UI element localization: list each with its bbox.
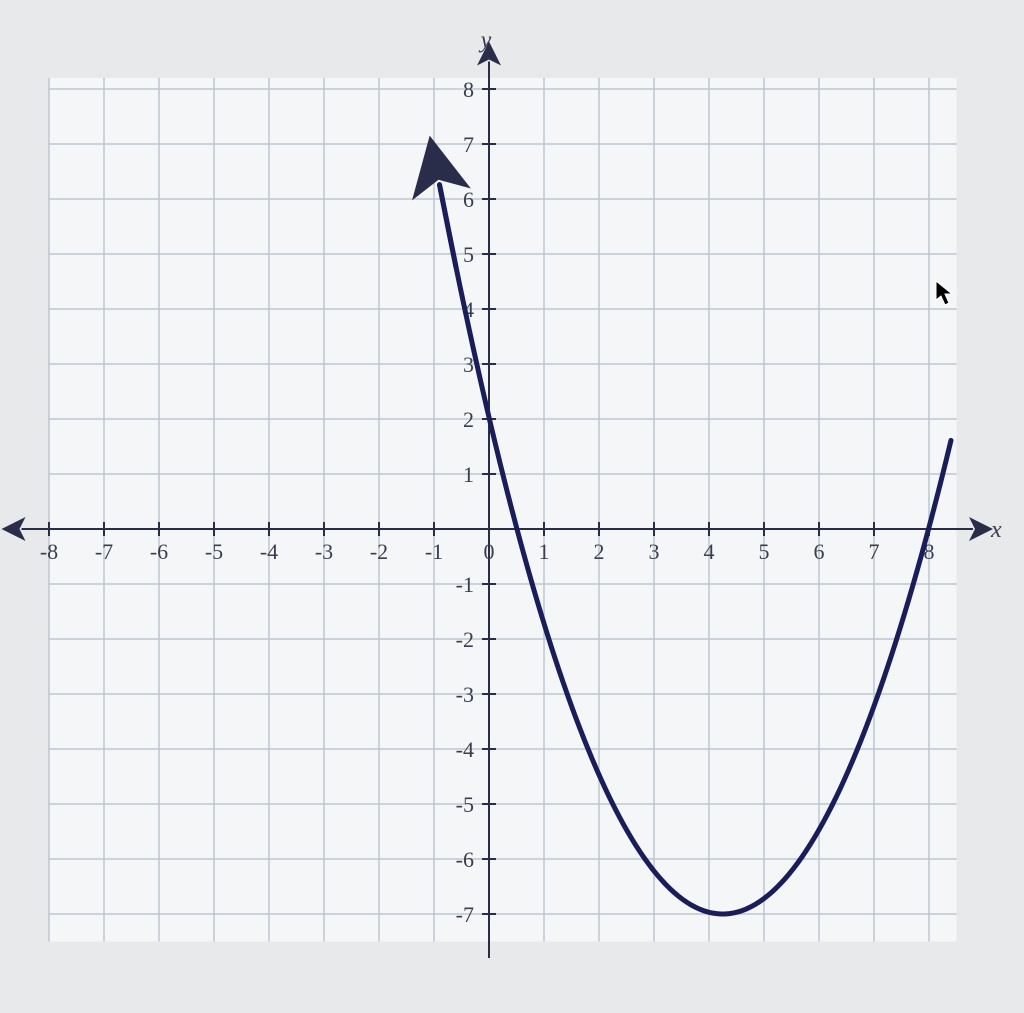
y-tick-label: -7 [456,902,474,927]
y-axis-label: y [479,28,492,54]
y-tick-label: -6 [456,847,474,872]
x-tick-label: 7 [869,539,880,564]
x-tick-label: -7 [95,539,113,564]
y-tick-label: 5 [463,242,474,267]
y-tick-label: 2 [463,407,474,432]
x-tick-label: 6 [814,539,825,564]
x-tick-label: -3 [315,539,333,564]
y-tick-label: 3 [463,352,474,377]
x-tick-label: -6 [150,539,168,564]
x-tick-label: -2 [370,539,388,564]
y-tick-label: -3 [456,682,474,707]
y-tick-label: 6 [463,187,474,212]
y-tick-label: -1 [456,572,474,597]
chart-svg: -8 -7 -6 -5 -4 -3 -2 -1 0 1 2 3 4 5 6 7 8 -7 -6 -5 -4 -3 -2 -1 1… [0,0,1024,1013]
y-tick-label: 7 [463,132,474,157]
y-tick-label: 8 [463,77,474,102]
x-tick-label: 5 [759,539,770,564]
x-tick-label: -8 [40,539,58,564]
x-tick-label: 2 [594,539,605,564]
x-tick-label: -5 [205,539,223,564]
x-axis-label: x [990,517,1002,543]
x-tick-label: 4 [704,539,715,564]
y-tick-label: 1 [463,462,474,487]
x-tick-label: 0 [484,539,495,564]
x-tick-label: -4 [260,539,278,564]
parabola-chart: -8 -7 -6 -5 -4 -3 -2 -1 0 1 2 3 4 5 6 7 8 -7 -6 -5 -4 -3 -2 -1 1… [0,0,1024,1013]
x-tick-label: 3 [649,539,660,564]
x-tick-label: 1 [539,539,550,564]
y-tick-label: -4 [456,737,474,762]
y-tick-label: -5 [456,792,474,817]
y-tick-label: -2 [456,627,474,652]
x-tick-label: -1 [425,539,443,564]
